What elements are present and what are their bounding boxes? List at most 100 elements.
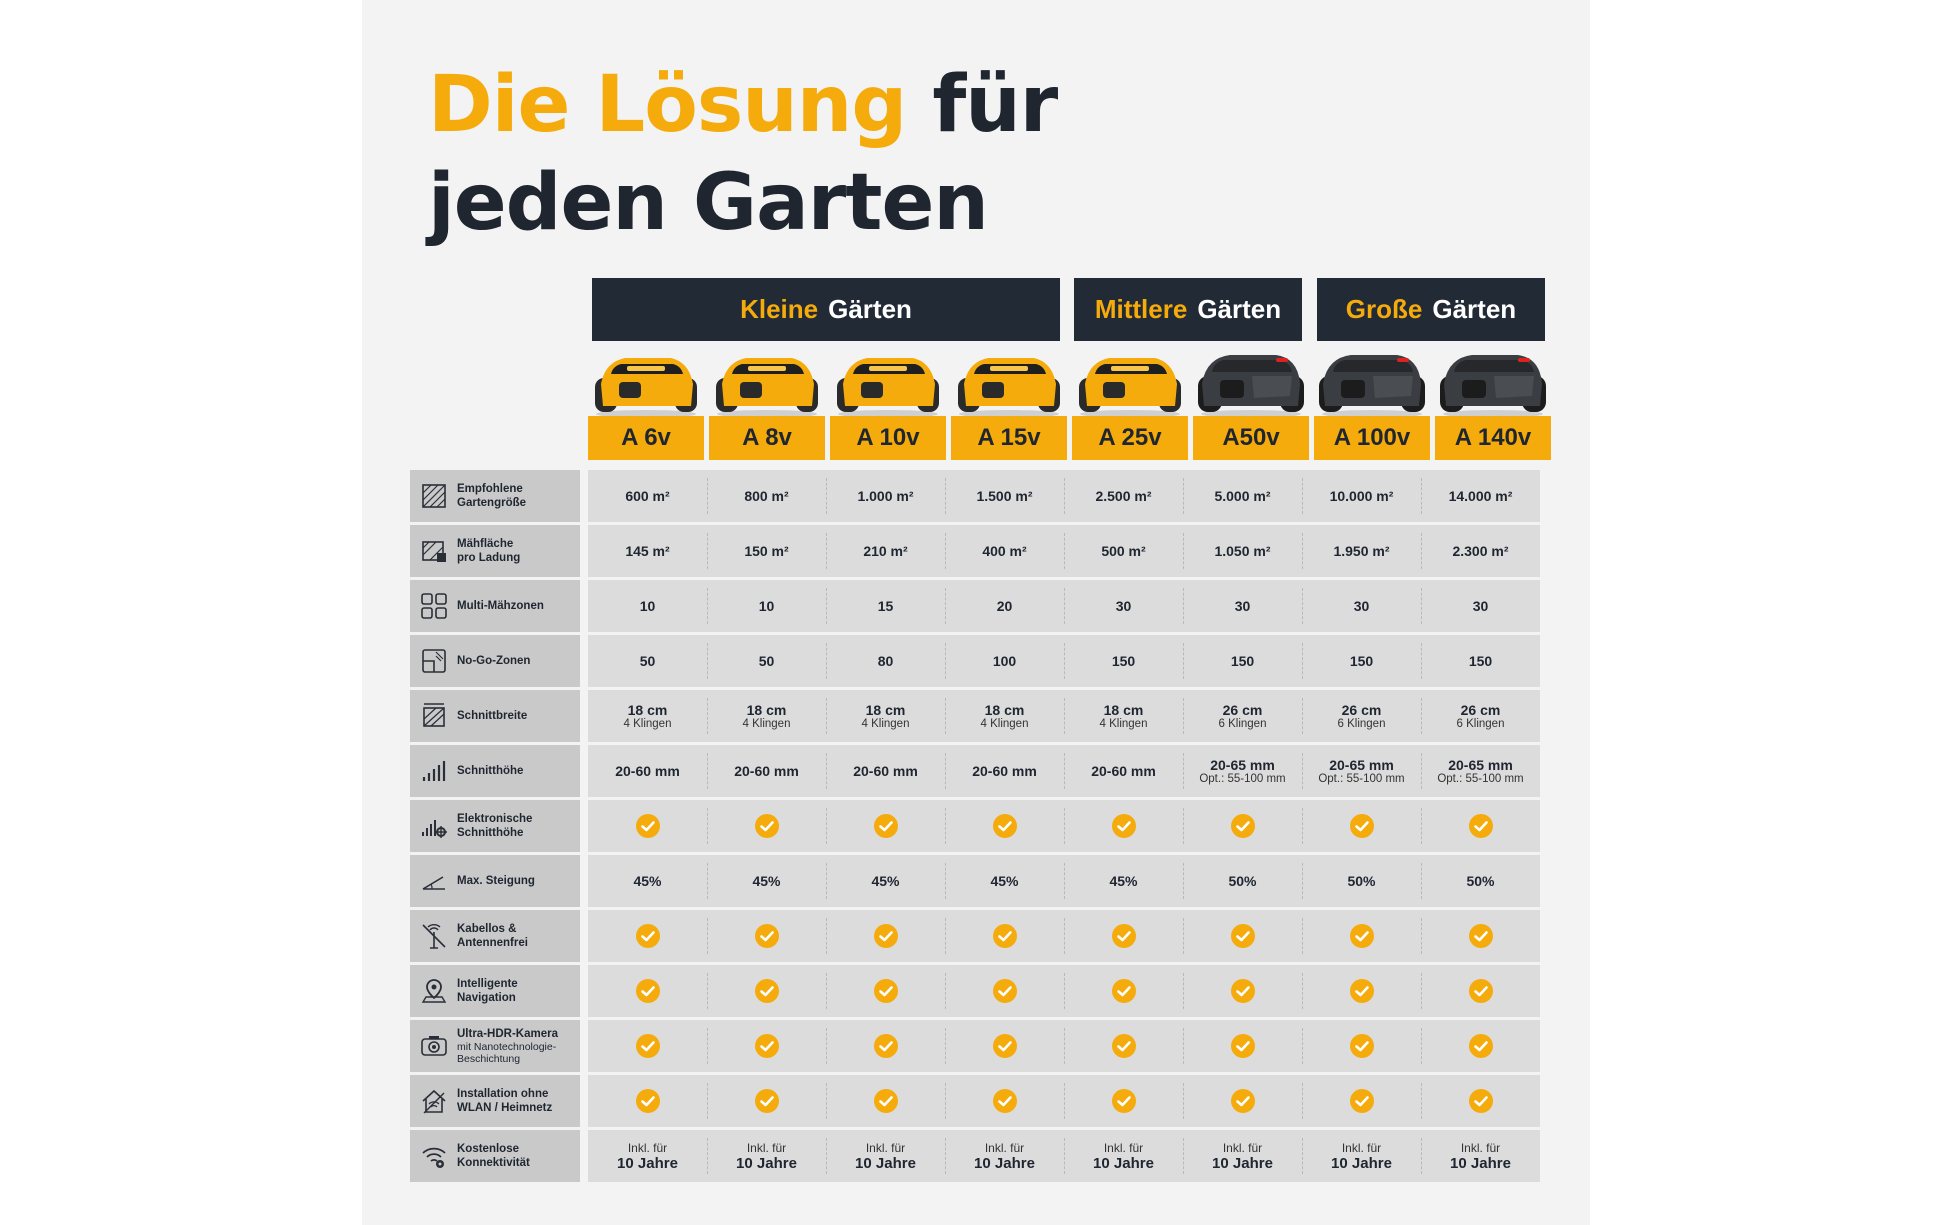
cell-prefix: Inkl. für — [984, 1140, 1025, 1155]
check-icon — [1230, 978, 1256, 1004]
row-label: Schnitthöhe — [410, 745, 580, 797]
check-icon — [873, 1088, 899, 1114]
check-icon — [1111, 813, 1137, 839]
check-icon — [635, 923, 661, 949]
check-icon — [873, 1033, 899, 1059]
check-icon — [635, 1088, 661, 1114]
group-header-small: Kleine Gärten — [592, 278, 1060, 341]
cell-value: 50% — [1347, 873, 1376, 889]
row-label-text: Ultra-HDR-Kamera mit Nanotechnologie- Besc… — [457, 1028, 558, 1065]
row-values: Inkl. für 10 Jahre Inkl. für 10 Jahre Inkl. … — [588, 1130, 1540, 1182]
check-icon — [1230, 923, 1256, 949]
group-rest: Gärten — [828, 294, 912, 324]
mowing-area-icon — [422, 541, 446, 562]
row-label: No-Go-Zonen — [410, 635, 580, 687]
table-cell: 20 — [945, 580, 1064, 632]
cell-value: 800 m² — [744, 488, 789, 504]
row-label-text: Elektronische Schnitthöhe — [457, 813, 533, 839]
table-cell — [588, 800, 707, 852]
title-line2: jeden Garten — [428, 158, 989, 248]
cell-value: 145 m² — [625, 543, 670, 559]
table-row: Ultra-HDR-Kamera mit Nanotechnologie- Besc… — [410, 1020, 1540, 1072]
row-label-text: Schnitthöhe — [457, 765, 524, 777]
table-cell: 150 — [1421, 635, 1540, 687]
table-cell: 20-60 mm — [826, 745, 945, 797]
cell-subvalue: Opt.: 55-100 mm — [1318, 772, 1405, 785]
table-cell: 10 — [707, 580, 826, 632]
cell-value: 18 cm — [865, 701, 906, 718]
table-cell — [826, 965, 945, 1017]
no-go-zone-icon — [422, 649, 446, 673]
product-name: A 25v — [1072, 416, 1188, 460]
cell-value: 30 — [1353, 598, 1370, 614]
table-cell: Inkl. für 10 Jahre — [826, 1130, 945, 1182]
cell-value: 1.050 m² — [1214, 543, 1271, 559]
product-name: A50v — [1193, 416, 1309, 460]
table-cell: 26 cm 6 Klingen — [1421, 690, 1540, 742]
table-cell — [945, 965, 1064, 1017]
check-icon — [1230, 1088, 1256, 1114]
row-label-text: Intelligente Navigation — [457, 978, 518, 1004]
check-icon — [635, 1033, 661, 1059]
cell-value: 10 — [758, 598, 775, 614]
table-cell — [1421, 910, 1540, 962]
title-rest: für — [932, 60, 1058, 150]
table-cell — [826, 1075, 945, 1127]
cell-value: 150 — [1111, 653, 1136, 669]
table-cell: 150 — [1302, 635, 1421, 687]
table-row: Elektronische Schnitthöhe — [410, 800, 1540, 852]
table-row: Empfohlene Gartengröße 600 m² 800 m² 1.000 m… — [410, 470, 1540, 522]
table-cell — [1064, 1075, 1183, 1127]
table-cell: 45% — [1064, 855, 1183, 907]
cell-prefix: Inkl. für — [1460, 1140, 1501, 1155]
row-label: Elektronische Schnitthöhe — [410, 800, 580, 852]
cell-value: 10 Jahre — [1450, 1154, 1511, 1172]
table-cell: 20-60 mm — [588, 745, 707, 797]
robot-mower-image — [1317, 350, 1427, 418]
row-label-text: Multi-Mähzonen — [457, 600, 544, 612]
cell-value: 150 — [1230, 653, 1255, 669]
table-cell — [1064, 800, 1183, 852]
table-cell: 30 — [1064, 580, 1183, 632]
product-a6v: A 6v — [588, 350, 704, 460]
row-values: 600 m² 800 m² 1.000 m² 1.500 m² 2.500 m² 5.00… — [588, 470, 1540, 522]
table-cell — [1421, 800, 1540, 852]
cell-subvalue: 4 Klingen — [861, 717, 910, 730]
check-icon — [754, 1088, 780, 1114]
cell-prefix: Inkl. für — [865, 1140, 906, 1155]
cell-value: 150 — [1349, 653, 1374, 669]
product-a15v: A 15v — [951, 350, 1067, 460]
cell-value: 20-65 mm — [1210, 756, 1275, 773]
cell-value: 20-60 mm — [615, 763, 680, 779]
cell-value: 18 cm — [1103, 701, 1144, 718]
table-cell: 500 m² — [1064, 525, 1183, 577]
product-name: A 6v — [588, 416, 704, 460]
table-cell: 5.000 m² — [1183, 470, 1302, 522]
slope-icon — [422, 876, 445, 890]
cell-subvalue: 6 Klingen — [1337, 717, 1386, 730]
table-cell — [826, 1020, 945, 1072]
table-cell — [1064, 910, 1183, 962]
row-label: Installation ohne WLAN / Heimnetz — [410, 1075, 580, 1127]
row-label-text: Kostenlose Konnektivität — [457, 1143, 530, 1169]
no-antenna-icon — [422, 924, 446, 949]
table-row: No-Go-Zonen 50 50 80 100 150 150 150 150 — [410, 635, 1540, 687]
cell-value: 18 cm — [627, 701, 668, 718]
table-cell: 20-65 mm Opt.: 55-100 mm — [1421, 745, 1540, 797]
robot-mower-image — [1196, 350, 1306, 418]
row-values — [588, 1020, 1540, 1072]
cell-value: 20-65 mm — [1329, 756, 1394, 773]
table-cell: 150 m² — [707, 525, 826, 577]
check-icon — [1111, 978, 1137, 1004]
row-label-text: Max. Steigung — [457, 875, 535, 887]
row-label-text: Schnittbreite — [457, 710, 528, 722]
table-cell — [588, 965, 707, 1017]
table-cell — [588, 910, 707, 962]
check-icon — [1468, 1088, 1494, 1114]
product-name: A 8v — [709, 416, 825, 460]
cell-value: 10 Jahre — [1331, 1154, 1392, 1172]
cell-value: 18 cm — [984, 701, 1025, 718]
cutting-height-icon — [422, 761, 446, 781]
table-cell — [707, 800, 826, 852]
table-cell: 20-65 mm Opt.: 55-100 mm — [1183, 745, 1302, 797]
